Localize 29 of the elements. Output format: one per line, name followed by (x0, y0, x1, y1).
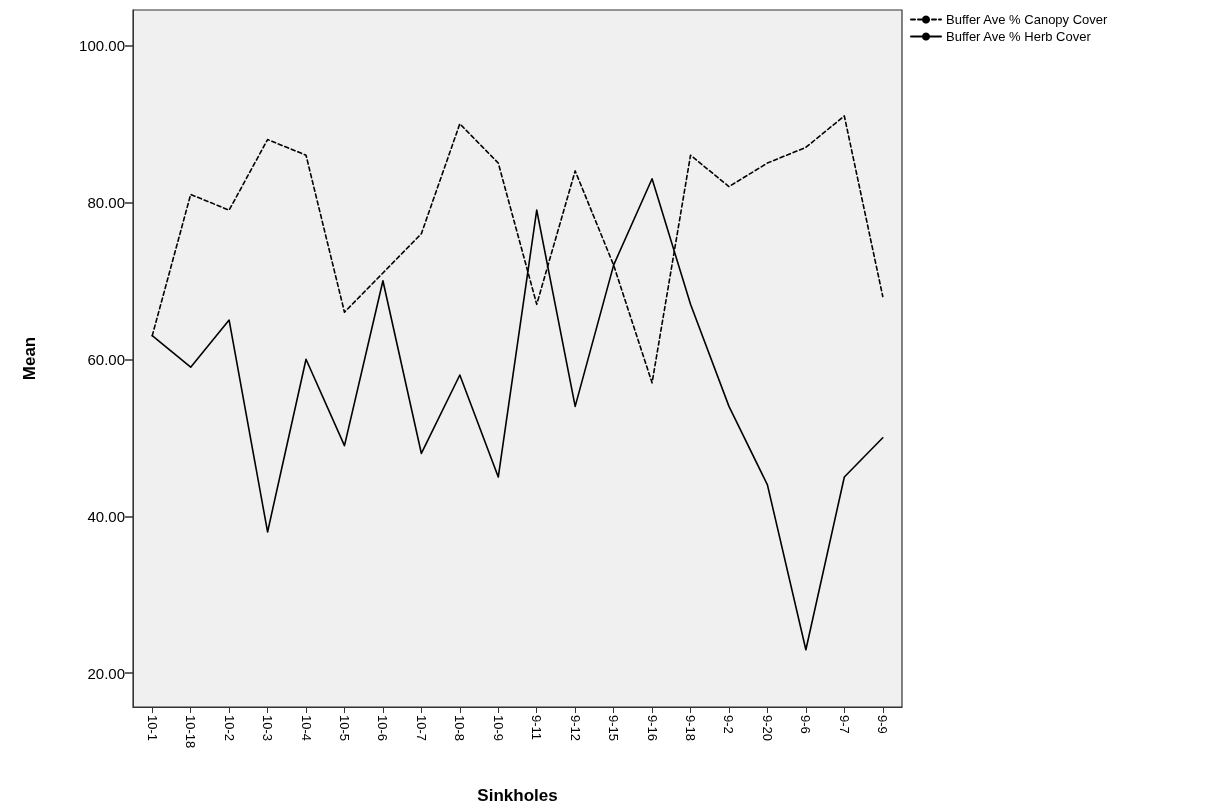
y-tick-label: 100.00 (79, 36, 125, 54)
x-tick-label: 9-12 (567, 715, 583, 742)
x-tick-label: 10-9 (490, 715, 506, 742)
x-tick-label: 9-20 (759, 715, 775, 742)
x-tick-label: 9-15 (606, 715, 622, 742)
x-tick-label: 10-5 (336, 715, 352, 742)
x-tick-label: 9-7 (836, 715, 852, 734)
x-tick-label: 9-16 (644, 715, 660, 742)
x-tick-label: 10-8 (452, 715, 468, 742)
x-tick-label: 9-18 (683, 715, 699, 742)
legend-label: Buffer Ave % Canopy Cover (946, 12, 1109, 27)
x-tick-label: 10-4 (298, 715, 314, 742)
y-tick-label: 40.00 (87, 507, 125, 525)
x-tick-label: 10-2 (221, 715, 237, 742)
x-tick-label: 9-11 (529, 715, 545, 741)
x-tick-label: 10-1 (144, 715, 160, 742)
y-tick-label: 80.00 (87, 193, 125, 211)
y-axis-title: Mean (20, 336, 39, 381)
x-tick-label: 10-3 (260, 715, 276, 742)
x-tick-label: 10-18 (183, 715, 199, 749)
legend-label: Buffer Ave % Herb Cover (946, 29, 1092, 44)
x-tick-label: 9-9 (875, 715, 891, 734)
x-axis-title: Sinkholes (477, 786, 558, 805)
y-tick-label: 20.00 (87, 664, 125, 682)
x-tick-label: 9-6 (798, 715, 814, 734)
x-tick-label: 9-2 (721, 715, 737, 734)
y-tick-label: 60.00 (87, 350, 125, 368)
x-tick-label: 10-6 (375, 715, 391, 742)
x-tick-label: 10-7 (413, 715, 429, 742)
